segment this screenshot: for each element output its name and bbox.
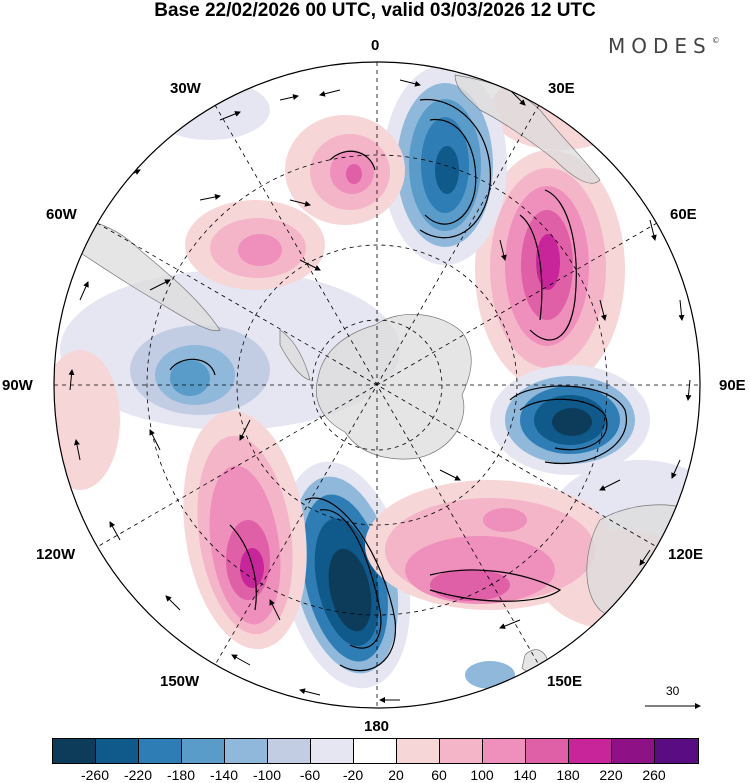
colorbar-swatch (354, 739, 397, 763)
anomaly-positive-45w (185, 200, 325, 290)
colorbar-swatch (311, 739, 354, 763)
colorbar-swatch (53, 739, 96, 763)
lon-label-60e: 60E (670, 206, 697, 223)
south-america (59, 218, 221, 332)
colorbar-swatch (655, 739, 698, 763)
colorbar-swatch (526, 739, 569, 763)
anomaly-positive-140e (365, 480, 615, 610)
antarctic-peninsula (279, 329, 311, 381)
anomaly-positive-15w (285, 115, 405, 225)
colorbar (52, 738, 699, 764)
colorbar-swatch (182, 739, 225, 763)
lon-label-30e: 30E (548, 80, 575, 97)
brand-name: MODES (608, 34, 712, 58)
lon-label-180: 180 (364, 718, 390, 735)
anomaly-negative-85w (130, 325, 270, 415)
lon-label-0: 0 (371, 37, 380, 54)
africa-south (454, 74, 601, 184)
colorbar-tick-label: -60 (299, 767, 321, 783)
colorbar-tick-label: 260 (642, 767, 666, 783)
lon-label-120e: 120E (668, 546, 704, 563)
colorbar-swatch (612, 739, 655, 763)
colorbar-tick-label: -260 (80, 767, 110, 783)
anomaly-negative-90e (490, 365, 650, 475)
colorbar-swatch (139, 739, 182, 763)
lon-label-90e: 90E (719, 377, 746, 394)
lon-label-120w: 120W (36, 546, 76, 563)
colorbar-swatch (268, 739, 311, 763)
lon-label-90w: 90W (2, 377, 33, 394)
map-field (54, 62, 700, 708)
wind-arrows (68, 79, 692, 706)
colorbar-tick-label: -140 (209, 767, 239, 783)
colorbar-swatch (96, 739, 139, 763)
colorbar-tick-label: 60 (431, 767, 447, 783)
colorbar-tick-label: 140 (513, 767, 537, 783)
colorbar-tick-label: 220 (599, 767, 623, 783)
colorbar-tick-label: -100 (252, 767, 282, 783)
brand-logo: MODES© (608, 34, 720, 58)
colorbar-swatch (397, 739, 440, 763)
colorbar-swatch (225, 739, 268, 763)
map-boundary (53, 61, 701, 709)
brand-mark: © (711, 36, 720, 45)
colorbar-tick-label: -20 (342, 767, 364, 783)
colorbar-swatch (569, 739, 612, 763)
colorbar-tick-label: -180 (166, 767, 196, 783)
lon-label-150e: 150E (547, 673, 583, 690)
streamlines (169, 98, 627, 672)
australia (586, 504, 695, 651)
anomaly-positive-130w (183, 410, 307, 650)
anomaly-weak-positive (54, 350, 120, 490)
colorbar-tick-label: 180 (556, 767, 580, 783)
reference-vector-value: 30 (666, 684, 680, 698)
lon-label-150w: 150W (160, 673, 200, 690)
colorbar-tick-label: 20 (388, 767, 404, 783)
colorbar-tick-label: -220 (123, 767, 153, 783)
colorbar-tick-label: 100 (470, 767, 494, 783)
colorbar-swatch (483, 739, 526, 763)
colorbar-swatch (440, 739, 483, 763)
lon-label-30w: 30W (170, 80, 201, 97)
graticule (54, 62, 700, 708)
lon-label-60w: 60W (46, 206, 77, 223)
anomaly-negative-small (465, 661, 515, 689)
map-title: Base 22/02/2026 00 UTC, valid 03/03/2026… (154, 0, 596, 21)
anomaly-weak-negative (150, 80, 270, 140)
